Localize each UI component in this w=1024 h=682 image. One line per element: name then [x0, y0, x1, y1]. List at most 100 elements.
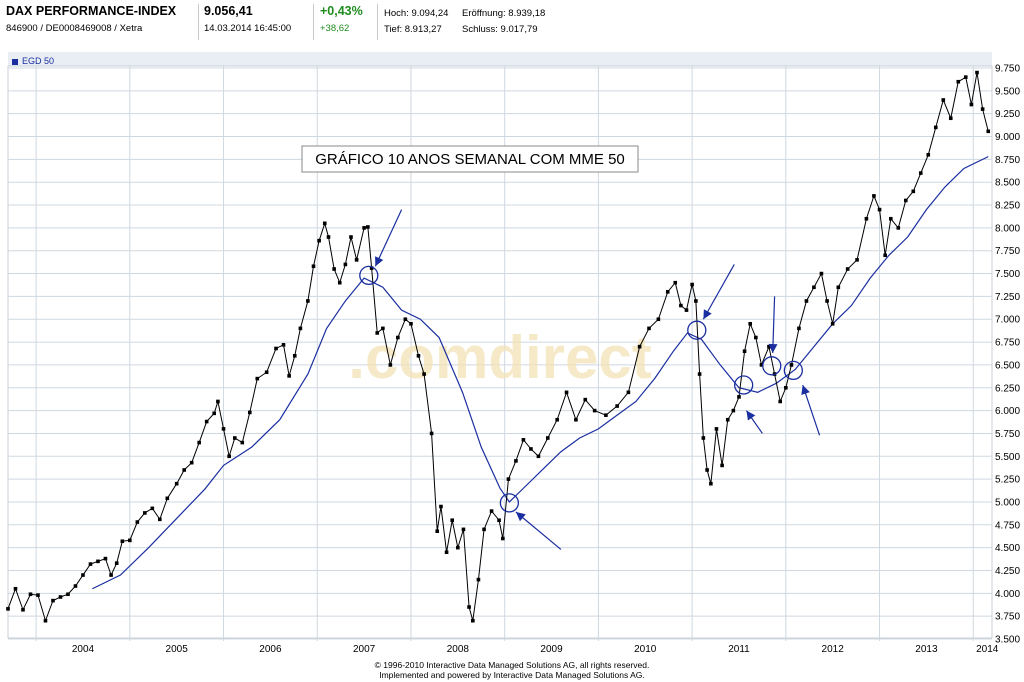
price-point: [896, 226, 901, 230]
price-point: [521, 438, 526, 442]
y-tick-label: 4.250: [995, 566, 1020, 577]
price-point: [332, 267, 336, 271]
arrow-head: [801, 385, 810, 395]
price-point: [143, 511, 147, 515]
price-point: [51, 598, 55, 603]
price-point: [337, 280, 342, 285]
chart-area: .comdirect 3.500 3.750 4.000 4.250 4.500 4.75…: [0, 52, 1024, 660]
legend-label: EGD 50: [22, 56, 55, 66]
price-point: [227, 454, 231, 459]
price-point: [96, 559, 100, 564]
annotation-box: [301, 145, 639, 173]
price-point: [709, 481, 713, 486]
price-cell: 9.056,41 14.03.2014 16:45:00: [204, 4, 291, 44]
price-point: [306, 299, 310, 303]
price-point: [647, 326, 651, 331]
x-tick-label: 2006: [259, 644, 282, 655]
price-point: [845, 267, 850, 271]
y-tick-label: 8.500: [995, 178, 1020, 189]
price-point: [759, 363, 764, 367]
price-point: [292, 353, 297, 358]
y-tick-label: 8.750: [995, 155, 1020, 166]
price-point: [888, 216, 893, 221]
change-absolute: +38,62: [320, 23, 350, 34]
price-point: [287, 374, 291, 378]
price-point: [748, 322, 753, 326]
price-point: [216, 399, 220, 404]
price-point: [872, 194, 876, 198]
price-point: [767, 344, 771, 349]
price-point: [819, 271, 824, 276]
price-point: [343, 262, 348, 267]
price-point: [204, 419, 209, 424]
price-point: [13, 586, 18, 591]
y-tick-label: 7.250: [995, 292, 1020, 303]
price-point: [574, 417, 578, 422]
price-point: [450, 518, 455, 523]
quote-header: DAX PERFORMANCE-INDEX 846900 / DE0008469…: [0, 0, 1024, 50]
price-point: [933, 125, 938, 130]
price-chart: .comdirect 3.500 3.750 4.000 4.250 4.500 4.75…: [6, 52, 1020, 655]
price-point: [21, 607, 25, 612]
price-point: [742, 349, 747, 354]
price-point: [604, 413, 608, 417]
price-point: [103, 556, 108, 561]
y-tick-label: 8.000: [995, 223, 1020, 234]
price-point: [165, 496, 170, 501]
price-point: [366, 225, 370, 229]
y-tick-label: 4.000: [995, 589, 1020, 600]
x-tick-label: 2011: [728, 644, 750, 655]
price-point: [28, 592, 33, 597]
price-point: [416, 353, 421, 358]
price-point: [797, 326, 801, 331]
price-point: [43, 618, 48, 623]
price-point: [489, 509, 494, 513]
x-tick-label: 2004: [72, 644, 95, 655]
price-point: [240, 440, 245, 445]
x-tick-label: 2012: [822, 644, 845, 655]
cross-circle: [783, 360, 803, 381]
price-point: [555, 417, 559, 422]
y-axis-ticks: 3.500 3.750 4.000 4.250 4.500 4.750 5.000 5.250…: [995, 64, 1020, 646]
price-point: [583, 397, 588, 402]
x-tick-label: 2013: [915, 644, 938, 655]
arrow-head: [375, 256, 384, 267]
price-point: [615, 404, 619, 408]
price-point: [73, 584, 78, 588]
price-point: [697, 372, 702, 376]
y-tick-label: 6.500: [995, 360, 1020, 371]
price-point: [883, 253, 887, 258]
price-point: [836, 285, 841, 290]
price-point: [81, 573, 85, 577]
x-axis-ticks: 2004 2005 2006 2007 2008 2009 2010 2011 2012 2013…: [72, 644, 999, 655]
price-point: [109, 573, 113, 577]
y-tick-label: 9.000: [995, 132, 1020, 143]
price-point: [637, 344, 642, 349]
price-point: [626, 390, 631, 395]
annotation-arrows: [374, 209, 821, 550]
price-point: [514, 459, 518, 463]
price-point: [501, 536, 505, 541]
arrow-head: [515, 512, 526, 522]
price-point: [665, 290, 670, 294]
price-point: [375, 331, 380, 335]
price-point: [804, 299, 809, 303]
price-point: [754, 335, 758, 340]
price-point: [381, 326, 385, 331]
price-point: [701, 436, 706, 440]
y-tick-label: 7.000: [995, 315, 1020, 326]
price-point: [812, 285, 816, 290]
price-point: [714, 427, 719, 431]
last-price: 9.056,41: [204, 4, 253, 18]
y-tick-label: 3.500: [995, 635, 1020, 646]
price-point: [592, 408, 597, 413]
price-point: [221, 427, 226, 431]
y-tick-label: 6.000: [995, 406, 1020, 417]
cross-circle: [359, 265, 379, 286]
price-point: [506, 477, 511, 481]
header-divider: [313, 4, 314, 40]
price-point: [986, 129, 991, 134]
price-point: [476, 577, 481, 582]
y-tick-label: 5.250: [995, 475, 1020, 486]
arrow-head: [746, 410, 756, 421]
